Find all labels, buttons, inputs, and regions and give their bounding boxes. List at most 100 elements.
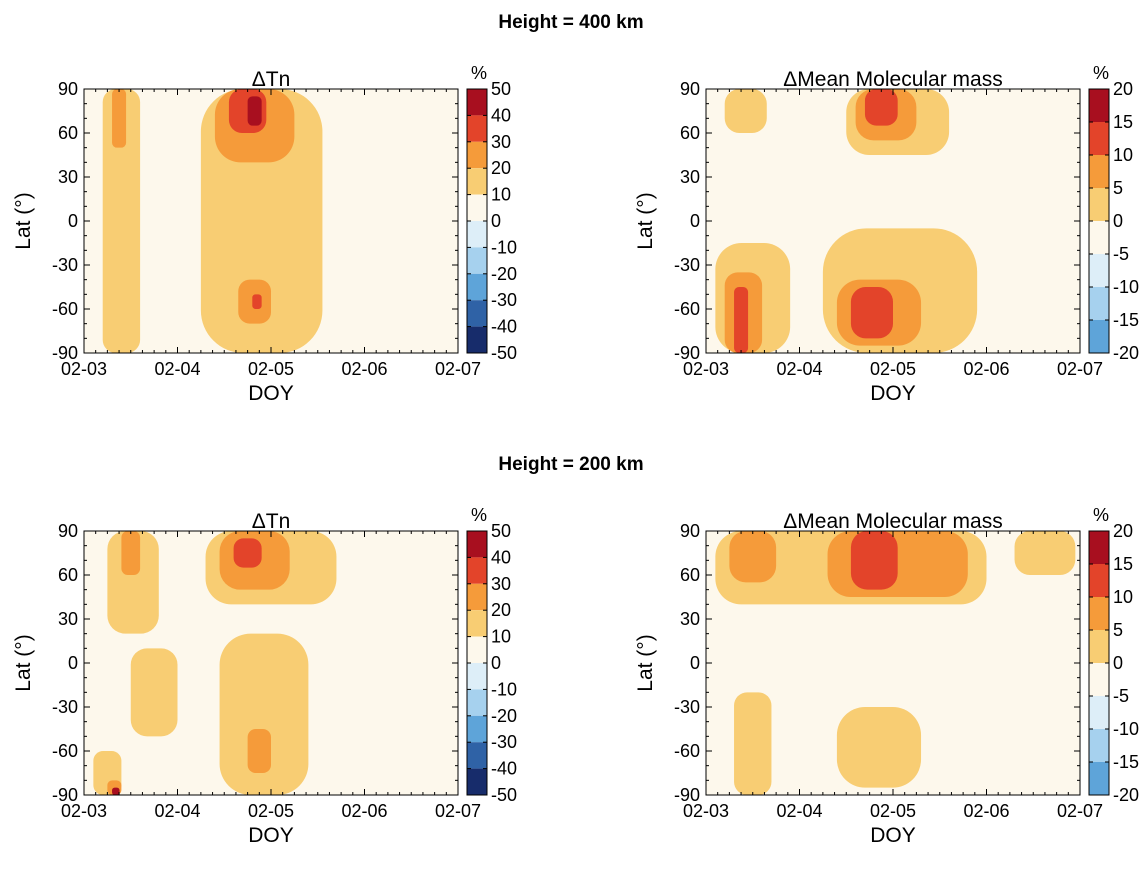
y-tick-label: 60	[680, 565, 700, 585]
colorbar-segment	[467, 742, 487, 769]
contour-region	[130, 648, 178, 737]
colorbar-label: -40	[491, 317, 517, 337]
y-tick-label: 60	[58, 565, 78, 585]
chart-svg: ΔMean Molecular mass9060300-30-60-9002-0…	[634, 505, 1139, 847]
y-tick-label: -30	[674, 255, 700, 275]
colorbar-label: 5	[1113, 620, 1123, 640]
colorbar-label: 40	[491, 547, 511, 567]
y-tick-label: 30	[58, 167, 78, 187]
colorbar-segment	[1089, 155, 1109, 188]
colorbar-segment	[467, 168, 487, 195]
colorbar-label: -20	[491, 264, 517, 284]
colorbar-label: 15	[1113, 112, 1133, 132]
colorbar-label: 50	[491, 79, 511, 99]
y-axis-label: Lat (°)	[634, 192, 657, 249]
x-tick-label: 02-06	[341, 801, 387, 821]
colorbar-label: 30	[491, 132, 511, 152]
chart-200km-mean-molecular-mass: ΔMean Molecular mass 90 60 30 0 -30 -60 -90 02-0…	[622, 494, 1142, 874]
y-tick-label: -30	[674, 697, 700, 717]
x-tick-label: 02-04	[154, 359, 200, 379]
y-tick-label: 60	[58, 123, 78, 143]
colorbar-label: 20	[491, 158, 511, 178]
x-tick-label: 02-06	[341, 359, 387, 379]
chart-svg: ΔMean Molecular mass9060300-30-60-9002-0…	[634, 63, 1139, 405]
x-tick-label: 02-04	[776, 801, 822, 821]
chart-400km-mean-molecular-mass: ΔMean Molecular mass 90 60 30 0 -30 -60 -90 02-0…	[622, 52, 1142, 432]
chart-400km-dtn: ΔTn 90 60 30 0 -30 -60 -90 02-03 02-04 02-05 02-06 0…	[0, 52, 520, 432]
chart-title: ΔTn	[252, 510, 291, 533]
colorbar-label: -30	[491, 290, 517, 310]
contour-region	[247, 729, 271, 773]
x-tick-label: 02-04	[154, 801, 200, 821]
colorbar-unit: %	[1093, 63, 1109, 83]
y-axis-label: Lat (°)	[12, 634, 35, 691]
y-tick-label: 90	[58, 79, 78, 99]
contour-region	[850, 287, 893, 339]
colorbar-label: 10	[1113, 587, 1133, 607]
colorbar-segment	[467, 141, 487, 169]
colorbar-unit: %	[471, 505, 487, 525]
y-tick-label: -60	[52, 299, 78, 319]
contour-region	[836, 707, 922, 788]
colorbar-segment	[1089, 188, 1109, 221]
y-tick-label: -90	[52, 785, 78, 805]
x-tick-label: 02-07	[435, 801, 481, 821]
colorbar-label: 20	[1113, 521, 1133, 541]
colorbar-segment	[1089, 287, 1109, 320]
colorbar-label: 0	[1113, 211, 1123, 231]
colorbar-segment	[467, 531, 487, 558]
colorbar-unit: %	[1093, 505, 1109, 525]
y-tick-label: 0	[690, 653, 700, 673]
colorbar-label: -20	[1113, 343, 1139, 363]
colorbar-label: -50	[491, 343, 517, 363]
colorbar-segment	[1089, 630, 1109, 663]
colorbar-segment	[467, 247, 487, 274]
colorbar-label: 10	[491, 185, 511, 205]
contour-region	[729, 531, 777, 583]
y-tick-label: 0	[68, 653, 78, 673]
colorbar-segment	[1089, 221, 1109, 254]
contour-region	[121, 531, 141, 575]
section-title-200km: Height = 200 km	[498, 454, 644, 475]
colorbar-label: 10	[491, 627, 511, 647]
colorbar-segment	[1089, 254, 1109, 287]
x-tick-label: 02-06	[963, 801, 1009, 821]
colorbar-label: -30	[491, 732, 517, 752]
colorbar-label: 50	[491, 521, 511, 541]
colorbar-label: 0	[491, 211, 501, 231]
y-tick-label: -90	[674, 343, 700, 363]
colorbar-label: -20	[491, 706, 517, 726]
colorbar-segment	[1089, 729, 1109, 762]
colorbar-label: -5	[1113, 244, 1129, 264]
x-tick-label: 02-04	[776, 359, 822, 379]
x-axis-label: DOY	[870, 824, 916, 847]
contour-region	[233, 538, 262, 568]
x-tick-label: 02-07	[1057, 359, 1103, 379]
y-tick-label: -60	[674, 299, 700, 319]
contour-region	[219, 633, 309, 795]
contour-region	[112, 89, 127, 148]
contour-region	[107, 531, 159, 634]
y-tick-label: 90	[680, 79, 700, 99]
colorbar-label: -40	[491, 759, 517, 779]
colorbar-segment	[467, 194, 487, 221]
colorbar-segment	[1089, 696, 1109, 729]
colorbar-label: 10	[1113, 145, 1133, 165]
section-title-400km: Height = 400 km	[498, 12, 644, 33]
colorbar-label: -10	[491, 679, 517, 699]
x-tick-label: 02-03	[683, 801, 729, 821]
colorbar-label: 0	[491, 653, 501, 673]
colorbar-label: -5	[1113, 686, 1129, 706]
colorbar-segment	[467, 326, 487, 353]
y-tick-label: -90	[52, 343, 78, 363]
contour-region	[102, 89, 141, 353]
colorbar-segment	[467, 221, 487, 248]
colorbar-segment	[1089, 122, 1109, 155]
y-tick-label: 60	[680, 123, 700, 143]
colorbar-label: -10	[1113, 719, 1139, 739]
colorbar-segment	[1089, 89, 1109, 122]
colorbar-segment	[467, 583, 487, 611]
colorbar-segment	[467, 610, 487, 637]
